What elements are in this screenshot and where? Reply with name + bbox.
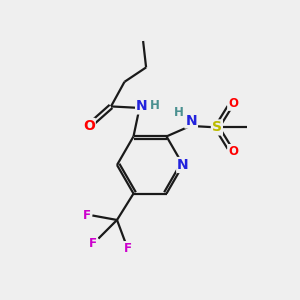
Text: N: N: [185, 113, 197, 128]
Text: N: N: [177, 158, 189, 172]
Text: F: F: [83, 209, 91, 222]
Text: O: O: [228, 97, 238, 110]
Text: S: S: [212, 120, 222, 134]
Text: H: H: [174, 106, 184, 119]
Text: F: F: [124, 242, 132, 255]
Text: O: O: [228, 145, 238, 158]
Text: O: O: [83, 119, 95, 133]
Text: N: N: [136, 99, 148, 113]
Text: F: F: [89, 238, 97, 250]
Text: H: H: [150, 99, 160, 112]
